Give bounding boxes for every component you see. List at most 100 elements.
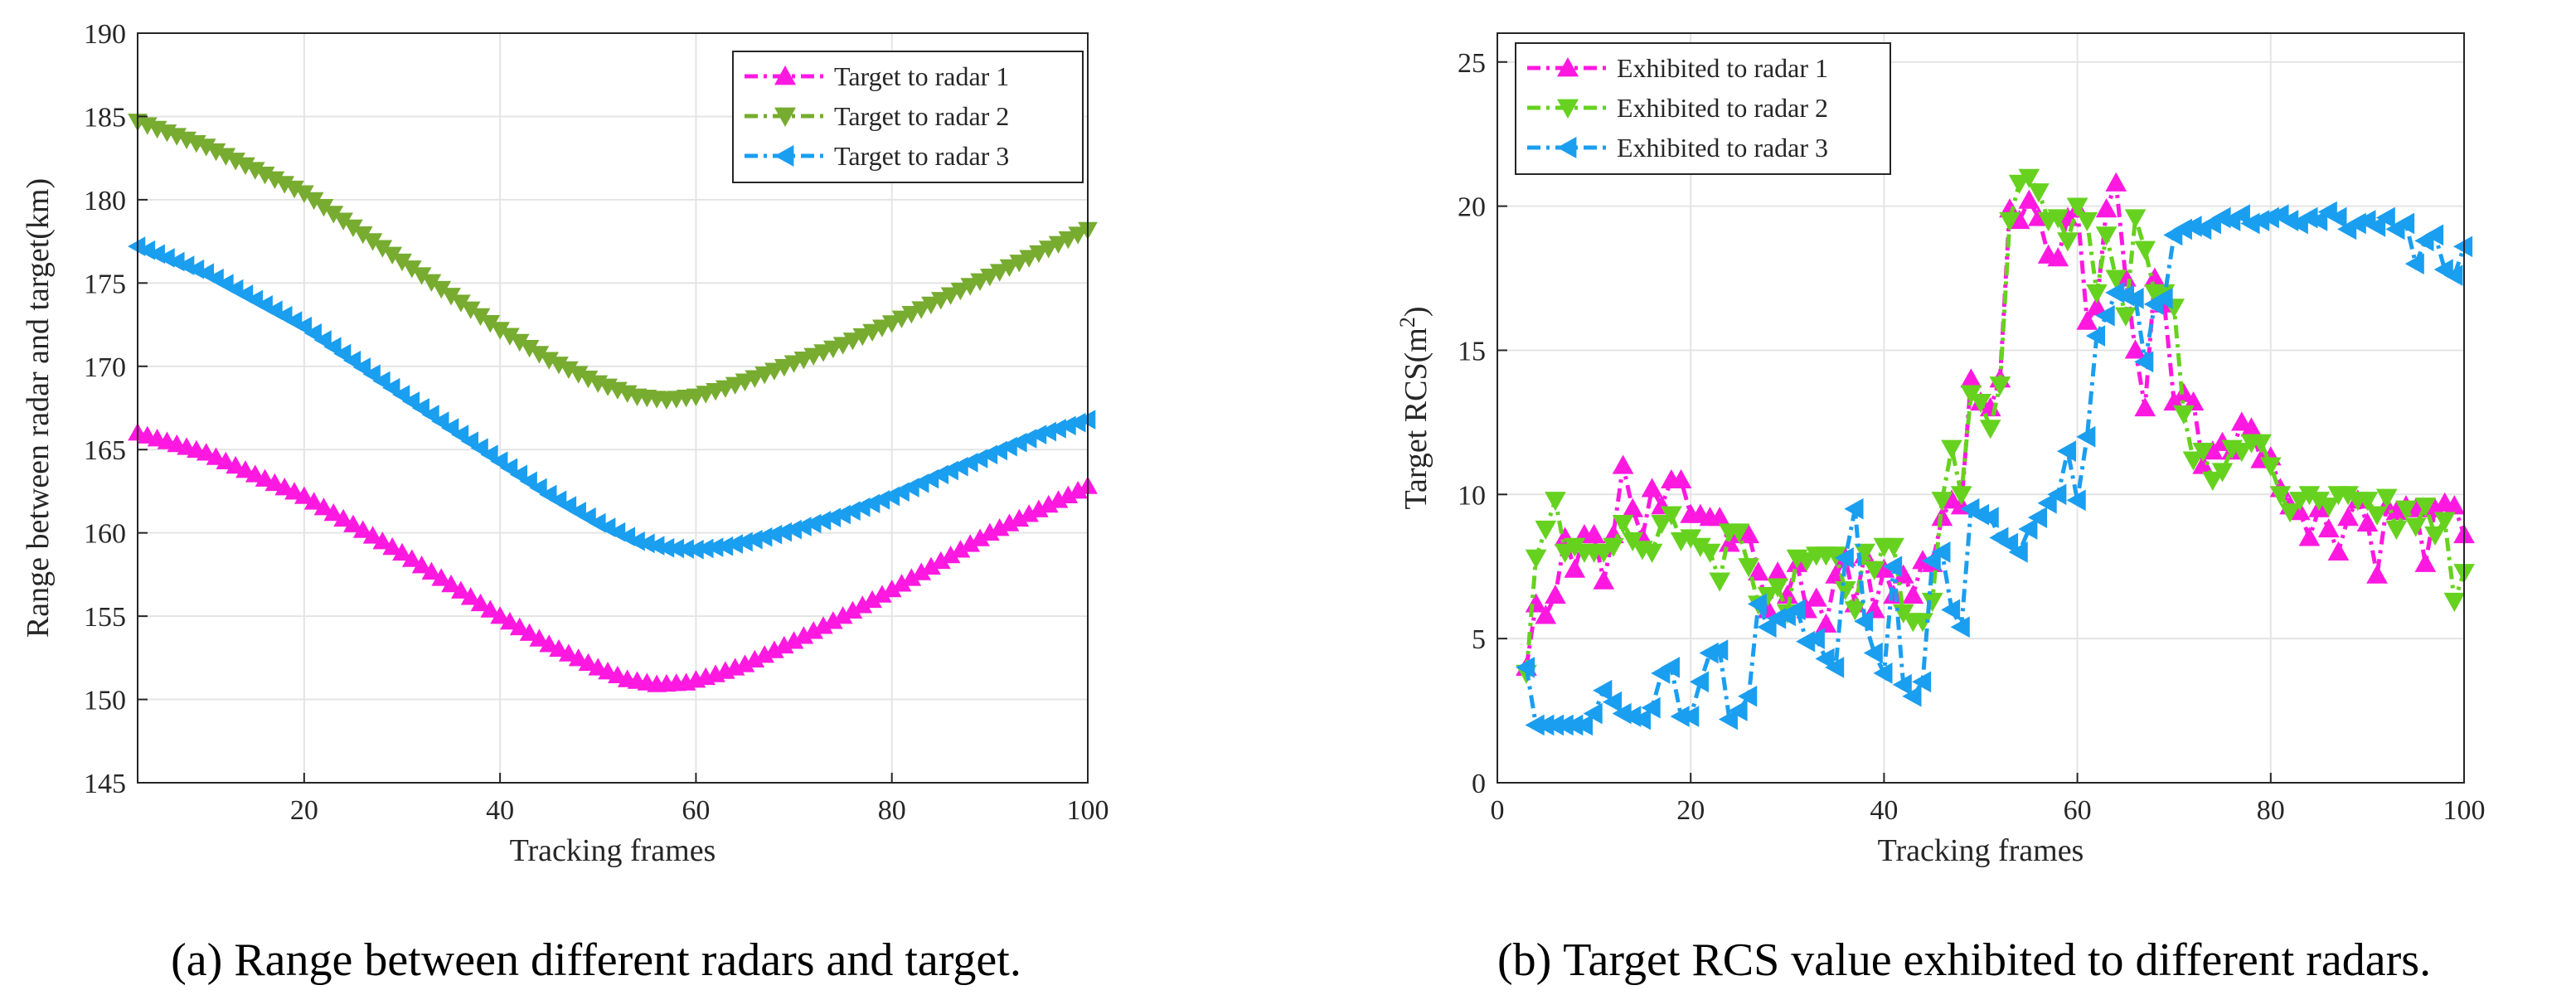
series-2-point: [1970, 393, 1991, 414]
series-2-point: [2182, 451, 2205, 471]
series-2-point: [1661, 506, 1682, 526]
series-3-point: [1738, 685, 1758, 707]
series-1-point: [372, 531, 393, 550]
legend-marker-2: [774, 107, 796, 127]
series-2-point: [1603, 537, 1624, 557]
series-2-point: [1038, 240, 1059, 259]
series-3-point: [470, 438, 488, 459]
series-1-point: [333, 508, 353, 527]
y-tick-label: 10: [1458, 480, 1486, 511]
series-1-point: [1805, 587, 1827, 607]
series-2-point: [1979, 420, 2001, 439]
series-2-point: [2105, 269, 2127, 289]
series-3-point: [2423, 224, 2444, 246]
series-1-point: [549, 638, 569, 658]
series-3-point: [342, 350, 361, 371]
series-2-point: [1767, 578, 1788, 598]
series-2-point: [1728, 523, 1750, 543]
panel-b-axes-frame: [1497, 32, 2465, 784]
y-tick-label: 5: [1472, 624, 1486, 655]
series-2-point: [2317, 498, 2340, 517]
y-tick-label: 145: [84, 769, 126, 799]
legend-marker-1: [1557, 57, 1579, 77]
legend-label-2: Exhibited to radar 2: [1617, 93, 1828, 123]
series-2-point: [2201, 471, 2224, 491]
y-tick-label: 180: [84, 186, 126, 216]
series-2-point: [2134, 240, 2156, 260]
series-3-point: [490, 451, 508, 472]
series-2-point: [911, 301, 931, 319]
series-2-point: [2259, 457, 2282, 477]
series-2-point: [2279, 503, 2301, 523]
series-1-point: [509, 617, 530, 636]
series-2-point: [1834, 580, 1856, 601]
series-3-point: [2404, 253, 2424, 275]
panel-a-caption: (a) Range between different radars and ta…: [171, 934, 1021, 986]
series-2-point: [842, 332, 863, 351]
series-1-point: [558, 643, 579, 662]
series-3-point: [480, 444, 498, 465]
legend-label-2: Target to radar 2: [834, 101, 1009, 131]
series-2-point: [1048, 235, 1069, 254]
series-1-point: [490, 606, 510, 624]
series-1-point: [1583, 523, 1605, 544]
series-3-point: [303, 323, 322, 343]
series-2-point: [2356, 492, 2379, 512]
y-tick-label: 150: [84, 686, 126, 716]
y-tick-label: 25: [1458, 48, 1486, 79]
series-1-point: [2414, 552, 2437, 572]
series-1-point: [2337, 507, 2359, 527]
series-1-point: [1593, 570, 1615, 590]
series-2-point: [1545, 492, 1566, 512]
x-tick-label: 60: [2064, 795, 2092, 826]
panel-a-range-chart: 20 40 60 80 100 145 150 155 160 165 170 175 180 185 19…: [21, 19, 1109, 986]
series-2-point: [2414, 498, 2437, 517]
series-1-point: [431, 568, 452, 586]
series-1-point: [2366, 564, 2388, 584]
panel-a-caption-label: (a): [171, 934, 222, 986]
series-1-point: [2076, 310, 2098, 330]
panel-a-caption-text: Range between different radars and targe…: [234, 934, 1021, 986]
series-2-point: [1029, 245, 1049, 264]
series-3-point: [2375, 206, 2395, 229]
series-1-point: [235, 460, 255, 478]
y-tick-label: 15: [1458, 336, 1486, 366]
series-1-point: [441, 574, 461, 593]
series-3-point: [2027, 507, 2048, 528]
series-1-point: [303, 492, 324, 510]
series-3-point: [2018, 518, 2038, 540]
legend-marker-1: [774, 66, 796, 85]
panel-b-ticks: 0 20 40 60 80 100 0 5 10 15 20 25: [1458, 48, 2486, 826]
panel-a-y-axis-label: Range between radar and target(km): [21, 178, 56, 638]
series-3-point: [1892, 673, 1912, 696]
x-tick-label: 20: [290, 795, 318, 826]
series-1-point: [2124, 339, 2147, 359]
panel-a-x-axis-label: Tracking frames: [510, 833, 716, 868]
x-tick-label: 100: [1067, 795, 1109, 826]
y-tick-label: 155: [84, 602, 126, 633]
series-3-point: [2327, 206, 2347, 229]
series-3-point: [2308, 210, 2328, 231]
x-tick-label: 60: [682, 795, 710, 826]
series-3-point: [2124, 288, 2144, 309]
series-2-point: [2115, 307, 2137, 327]
panel-a-axes-frame: [137, 32, 1089, 784]
series-3-point: [450, 425, 469, 444]
series-1: [1516, 172, 2475, 677]
series-2-point: [891, 310, 912, 328]
series-2-point: [2230, 443, 2253, 463]
series-1-point: [1545, 584, 1566, 604]
series-1-point: [245, 464, 265, 483]
panel-a-ticks: 20 40 60 80 100 145 150 155 160 165 170 175 180 185 19…: [84, 19, 1109, 826]
series-3-point: [2366, 216, 2386, 237]
series-2-point: [1950, 486, 1972, 506]
series-1-point: [382, 536, 403, 556]
x-tick-label: 20: [1676, 795, 1705, 826]
series-3-point: [2230, 204, 2250, 226]
series-3-point: [1834, 546, 1854, 569]
series-1-point: [500, 611, 520, 630]
series-3-point: [1631, 708, 1651, 730]
panel-b-caption-label: (b): [1497, 934, 1551, 986]
series-1-point: [2443, 495, 2466, 515]
series-3-point: [1825, 657, 1845, 678]
